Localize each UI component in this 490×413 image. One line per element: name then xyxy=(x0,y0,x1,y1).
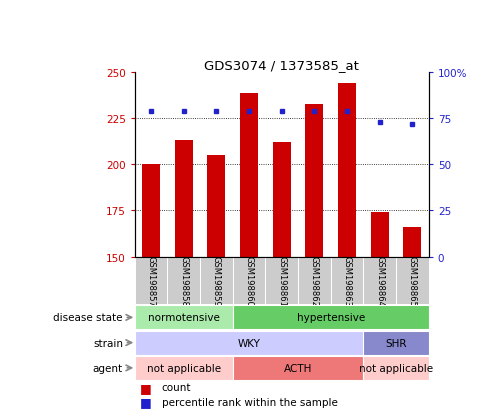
Bar xyxy=(233,306,429,330)
Text: GSM198857: GSM198857 xyxy=(147,255,156,306)
Text: percentile rank within the sample: percentile rank within the sample xyxy=(162,396,338,407)
Bar xyxy=(266,257,298,304)
Text: GSM198861: GSM198861 xyxy=(277,255,286,306)
Bar xyxy=(298,257,331,304)
Bar xyxy=(371,213,389,257)
Bar xyxy=(175,141,193,257)
Text: not applicable: not applicable xyxy=(147,363,221,373)
Text: GSM198860: GSM198860 xyxy=(245,255,254,306)
Bar xyxy=(364,331,429,355)
Bar xyxy=(305,104,323,257)
Text: GSM198865: GSM198865 xyxy=(408,255,417,306)
Text: strain: strain xyxy=(93,338,123,348)
Bar xyxy=(142,165,160,257)
Text: GSM198859: GSM198859 xyxy=(212,255,221,306)
Bar xyxy=(135,331,364,355)
Text: ■: ■ xyxy=(140,395,151,408)
Bar xyxy=(273,143,291,257)
Bar xyxy=(240,93,258,257)
Text: agent: agent xyxy=(93,363,123,373)
Text: disease state: disease state xyxy=(53,313,123,323)
Text: WKY: WKY xyxy=(238,338,261,348)
Bar xyxy=(135,257,168,304)
Text: GSM198864: GSM198864 xyxy=(375,255,384,306)
Title: GDS3074 / 1373585_at: GDS3074 / 1373585_at xyxy=(204,59,359,72)
Bar xyxy=(364,356,429,380)
Bar xyxy=(233,257,266,304)
Bar xyxy=(403,228,421,257)
Text: hypertensive: hypertensive xyxy=(296,313,365,323)
Bar xyxy=(168,257,200,304)
Text: SHR: SHR xyxy=(385,338,407,348)
Bar xyxy=(135,356,233,380)
Bar xyxy=(364,257,396,304)
Bar xyxy=(396,257,429,304)
Text: GSM198862: GSM198862 xyxy=(310,255,319,306)
Text: ACTH: ACTH xyxy=(284,363,312,373)
Bar xyxy=(331,257,364,304)
Text: count: count xyxy=(162,382,191,392)
Bar xyxy=(135,306,233,330)
Text: GSM198863: GSM198863 xyxy=(343,255,352,306)
Text: ■: ■ xyxy=(140,381,151,394)
Bar xyxy=(200,257,233,304)
Text: not applicable: not applicable xyxy=(359,363,433,373)
Bar xyxy=(207,156,225,257)
Text: GSM198858: GSM198858 xyxy=(179,255,188,306)
Bar xyxy=(338,84,356,257)
Bar xyxy=(233,356,364,380)
Text: normotensive: normotensive xyxy=(148,313,220,323)
